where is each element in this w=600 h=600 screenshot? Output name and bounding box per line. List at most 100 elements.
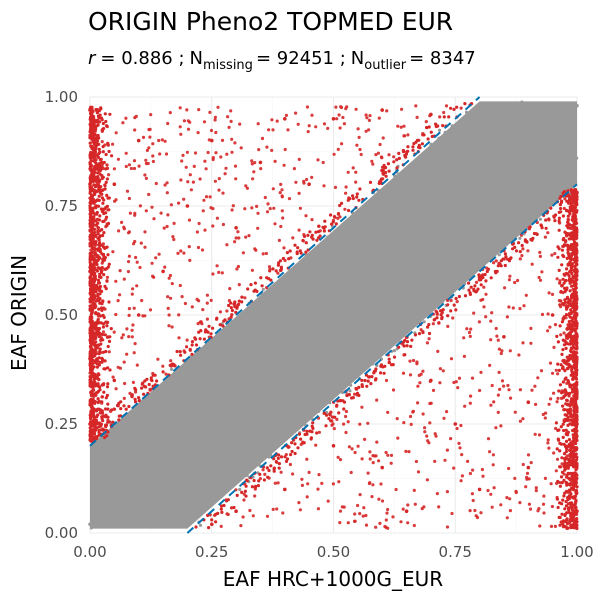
outlier-point <box>494 259 498 263</box>
outlier-point <box>127 163 131 167</box>
outlier-point <box>491 463 495 467</box>
outlier-point <box>95 357 99 361</box>
inlier-point <box>163 483 167 487</box>
outlier-point <box>106 415 110 419</box>
outlier-point <box>255 204 259 208</box>
inlier-point <box>193 440 198 444</box>
outlier-point <box>178 283 182 288</box>
inlier-point <box>199 402 203 406</box>
inlier-point <box>442 281 446 285</box>
outlier-point <box>137 399 141 403</box>
outlier-point <box>401 507 405 511</box>
outlier-point <box>420 142 424 146</box>
data-point <box>477 182 482 186</box>
outlier-point <box>106 407 110 411</box>
outlier-point <box>327 417 331 421</box>
inlier-point <box>432 238 436 242</box>
inlier-point <box>321 323 325 328</box>
inlier-point <box>223 479 227 483</box>
outlier-point <box>557 515 561 520</box>
outlier-point <box>94 311 98 315</box>
outlier-point <box>460 453 464 457</box>
outlier-point <box>102 207 107 211</box>
outlier-point <box>452 380 456 385</box>
outlier-point <box>92 372 96 376</box>
outlier-point <box>97 433 101 437</box>
inlier-point <box>273 285 277 289</box>
outlier-point <box>571 388 575 392</box>
outlier-point <box>316 158 320 162</box>
inlier-point <box>257 389 262 393</box>
inlier-point <box>198 523 203 527</box>
outlier-point <box>492 400 496 404</box>
inlier-point <box>459 225 463 229</box>
outlier-point <box>437 321 441 325</box>
inlier-point <box>466 229 470 233</box>
outlier-point <box>195 297 199 301</box>
inlier-point <box>425 165 429 169</box>
outlier-point <box>245 186 249 190</box>
outlier-point <box>449 106 453 110</box>
outlier-point <box>387 361 391 365</box>
inlier-point <box>142 428 146 432</box>
inlier-point <box>449 281 453 286</box>
outlier-point <box>412 523 416 528</box>
outlier-point <box>231 204 235 208</box>
outlier-point <box>407 450 411 454</box>
inlier-point <box>555 182 559 186</box>
outlier-point <box>392 160 396 164</box>
inlier-point <box>221 397 225 401</box>
outlier-point <box>571 336 575 340</box>
outlier-point <box>279 224 283 229</box>
inlier-point <box>319 361 323 365</box>
outlier-point <box>93 185 97 189</box>
outlier-point <box>288 462 292 467</box>
outlier-point <box>214 130 218 135</box>
outlier-point <box>489 319 493 323</box>
outlier-point <box>575 209 579 213</box>
outlier-point <box>454 380 458 384</box>
inlier-point <box>125 428 129 432</box>
outlier-point <box>94 161 98 165</box>
inlier-point <box>208 364 212 368</box>
outlier-point <box>443 458 447 462</box>
inlier-point <box>416 248 420 252</box>
outlier-point <box>402 344 406 348</box>
outlier-point <box>421 369 425 373</box>
outlier-point <box>147 192 151 197</box>
inlier-point <box>204 401 208 405</box>
outlier-point <box>89 120 93 124</box>
inlier-point <box>445 292 449 296</box>
outlier-point <box>379 155 384 159</box>
inlier-point <box>176 440 180 444</box>
outlier-point <box>221 222 225 227</box>
outlier-point <box>489 403 493 407</box>
outlier-point <box>102 198 106 202</box>
outlier-point <box>208 110 212 114</box>
inlier-point <box>439 155 443 160</box>
outlier-point <box>94 347 98 351</box>
outlier-point <box>555 334 559 338</box>
outlier-point <box>90 315 94 319</box>
outlier-point <box>223 172 227 176</box>
outlier-point <box>163 265 167 269</box>
outlier-point <box>88 264 93 268</box>
outlier-point <box>182 251 186 255</box>
inlier-point <box>122 457 126 462</box>
inlier-point <box>270 315 274 319</box>
outlier-point <box>546 312 550 316</box>
outlier-point <box>387 169 391 173</box>
outlier-point <box>91 242 95 246</box>
outlier-point <box>561 214 566 218</box>
outlier-point <box>297 228 301 232</box>
inlier-point <box>205 365 209 369</box>
outlier-point <box>276 481 280 485</box>
inlier-point <box>345 230 349 234</box>
inlier-point <box>350 233 354 237</box>
inlier-point <box>370 293 374 297</box>
outlier-point <box>517 353 521 357</box>
outlier-point <box>138 204 142 208</box>
outlier-point <box>455 105 459 109</box>
inlier-point <box>441 291 445 295</box>
outlier-point <box>281 216 285 220</box>
